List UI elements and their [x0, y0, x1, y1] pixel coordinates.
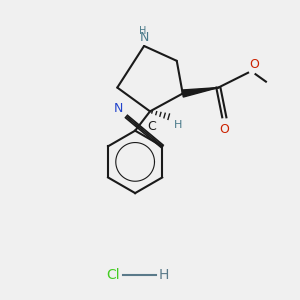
Text: N: N	[114, 102, 124, 115]
Text: N: N	[140, 32, 149, 44]
Text: H: H	[139, 26, 146, 36]
Text: C: C	[147, 120, 156, 133]
Text: H: H	[159, 268, 169, 282]
Text: Cl: Cl	[107, 268, 120, 282]
Text: O: O	[250, 58, 260, 71]
Polygon shape	[182, 88, 218, 97]
Text: O: O	[219, 123, 229, 136]
Text: H: H	[174, 120, 182, 130]
